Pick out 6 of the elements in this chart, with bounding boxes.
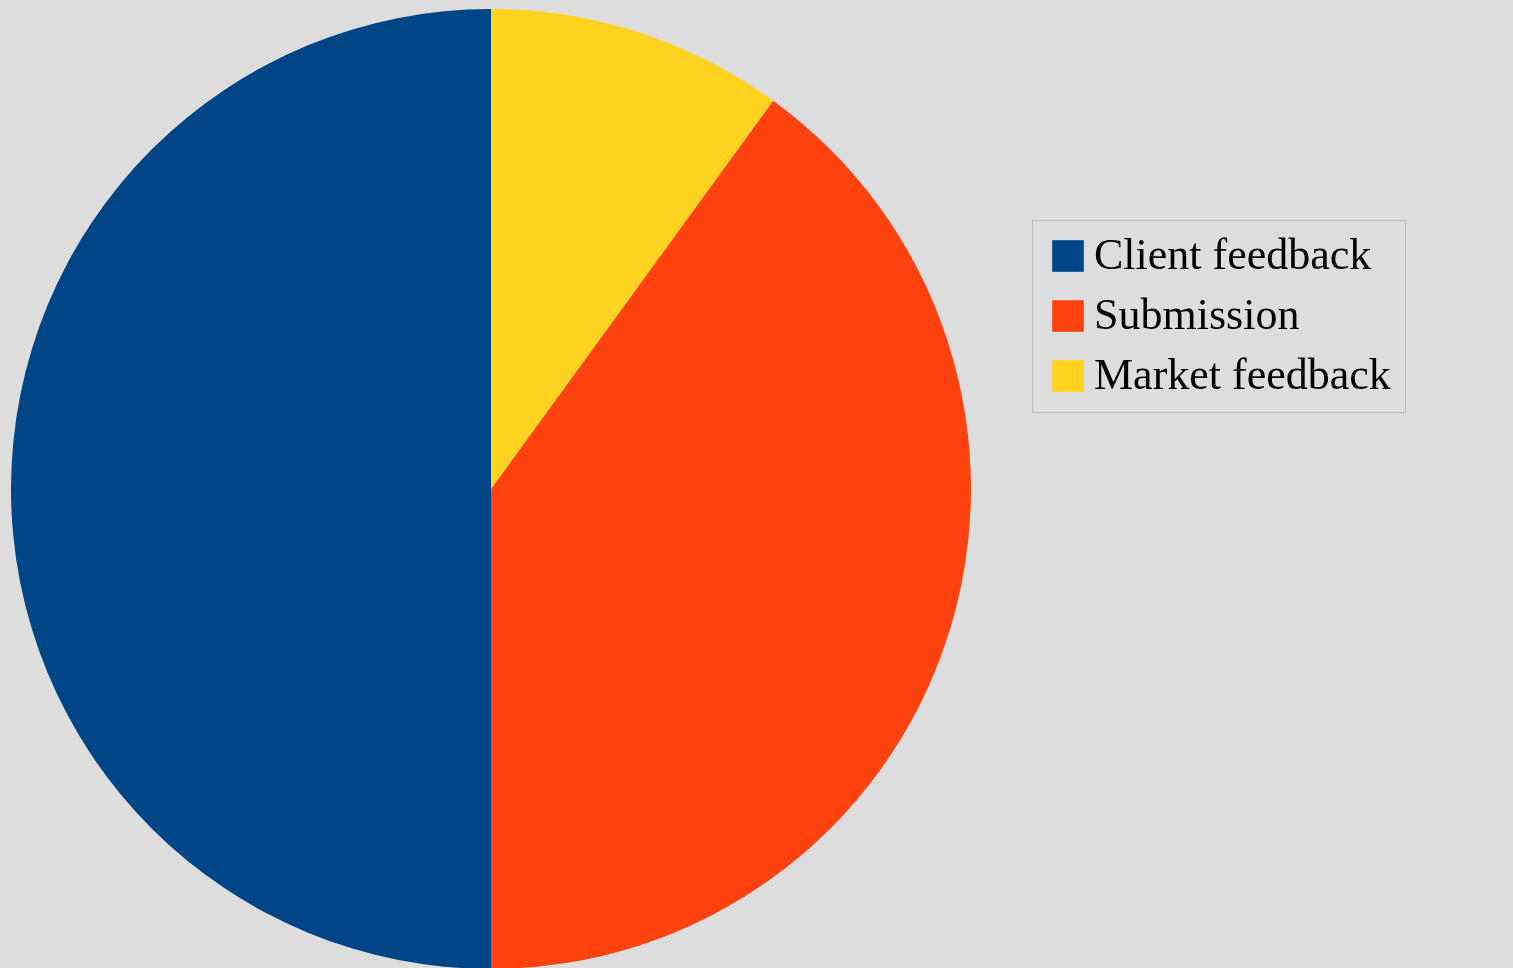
legend-label: Market feedback <box>1094 350 1391 399</box>
legend-label: Submission <box>1094 290 1300 339</box>
legend-label: Client feedback <box>1094 230 1372 279</box>
pie-slice <box>11 9 491 968</box>
pie-slice <box>491 9 774 489</box>
pie-slice <box>491 100 971 968</box>
